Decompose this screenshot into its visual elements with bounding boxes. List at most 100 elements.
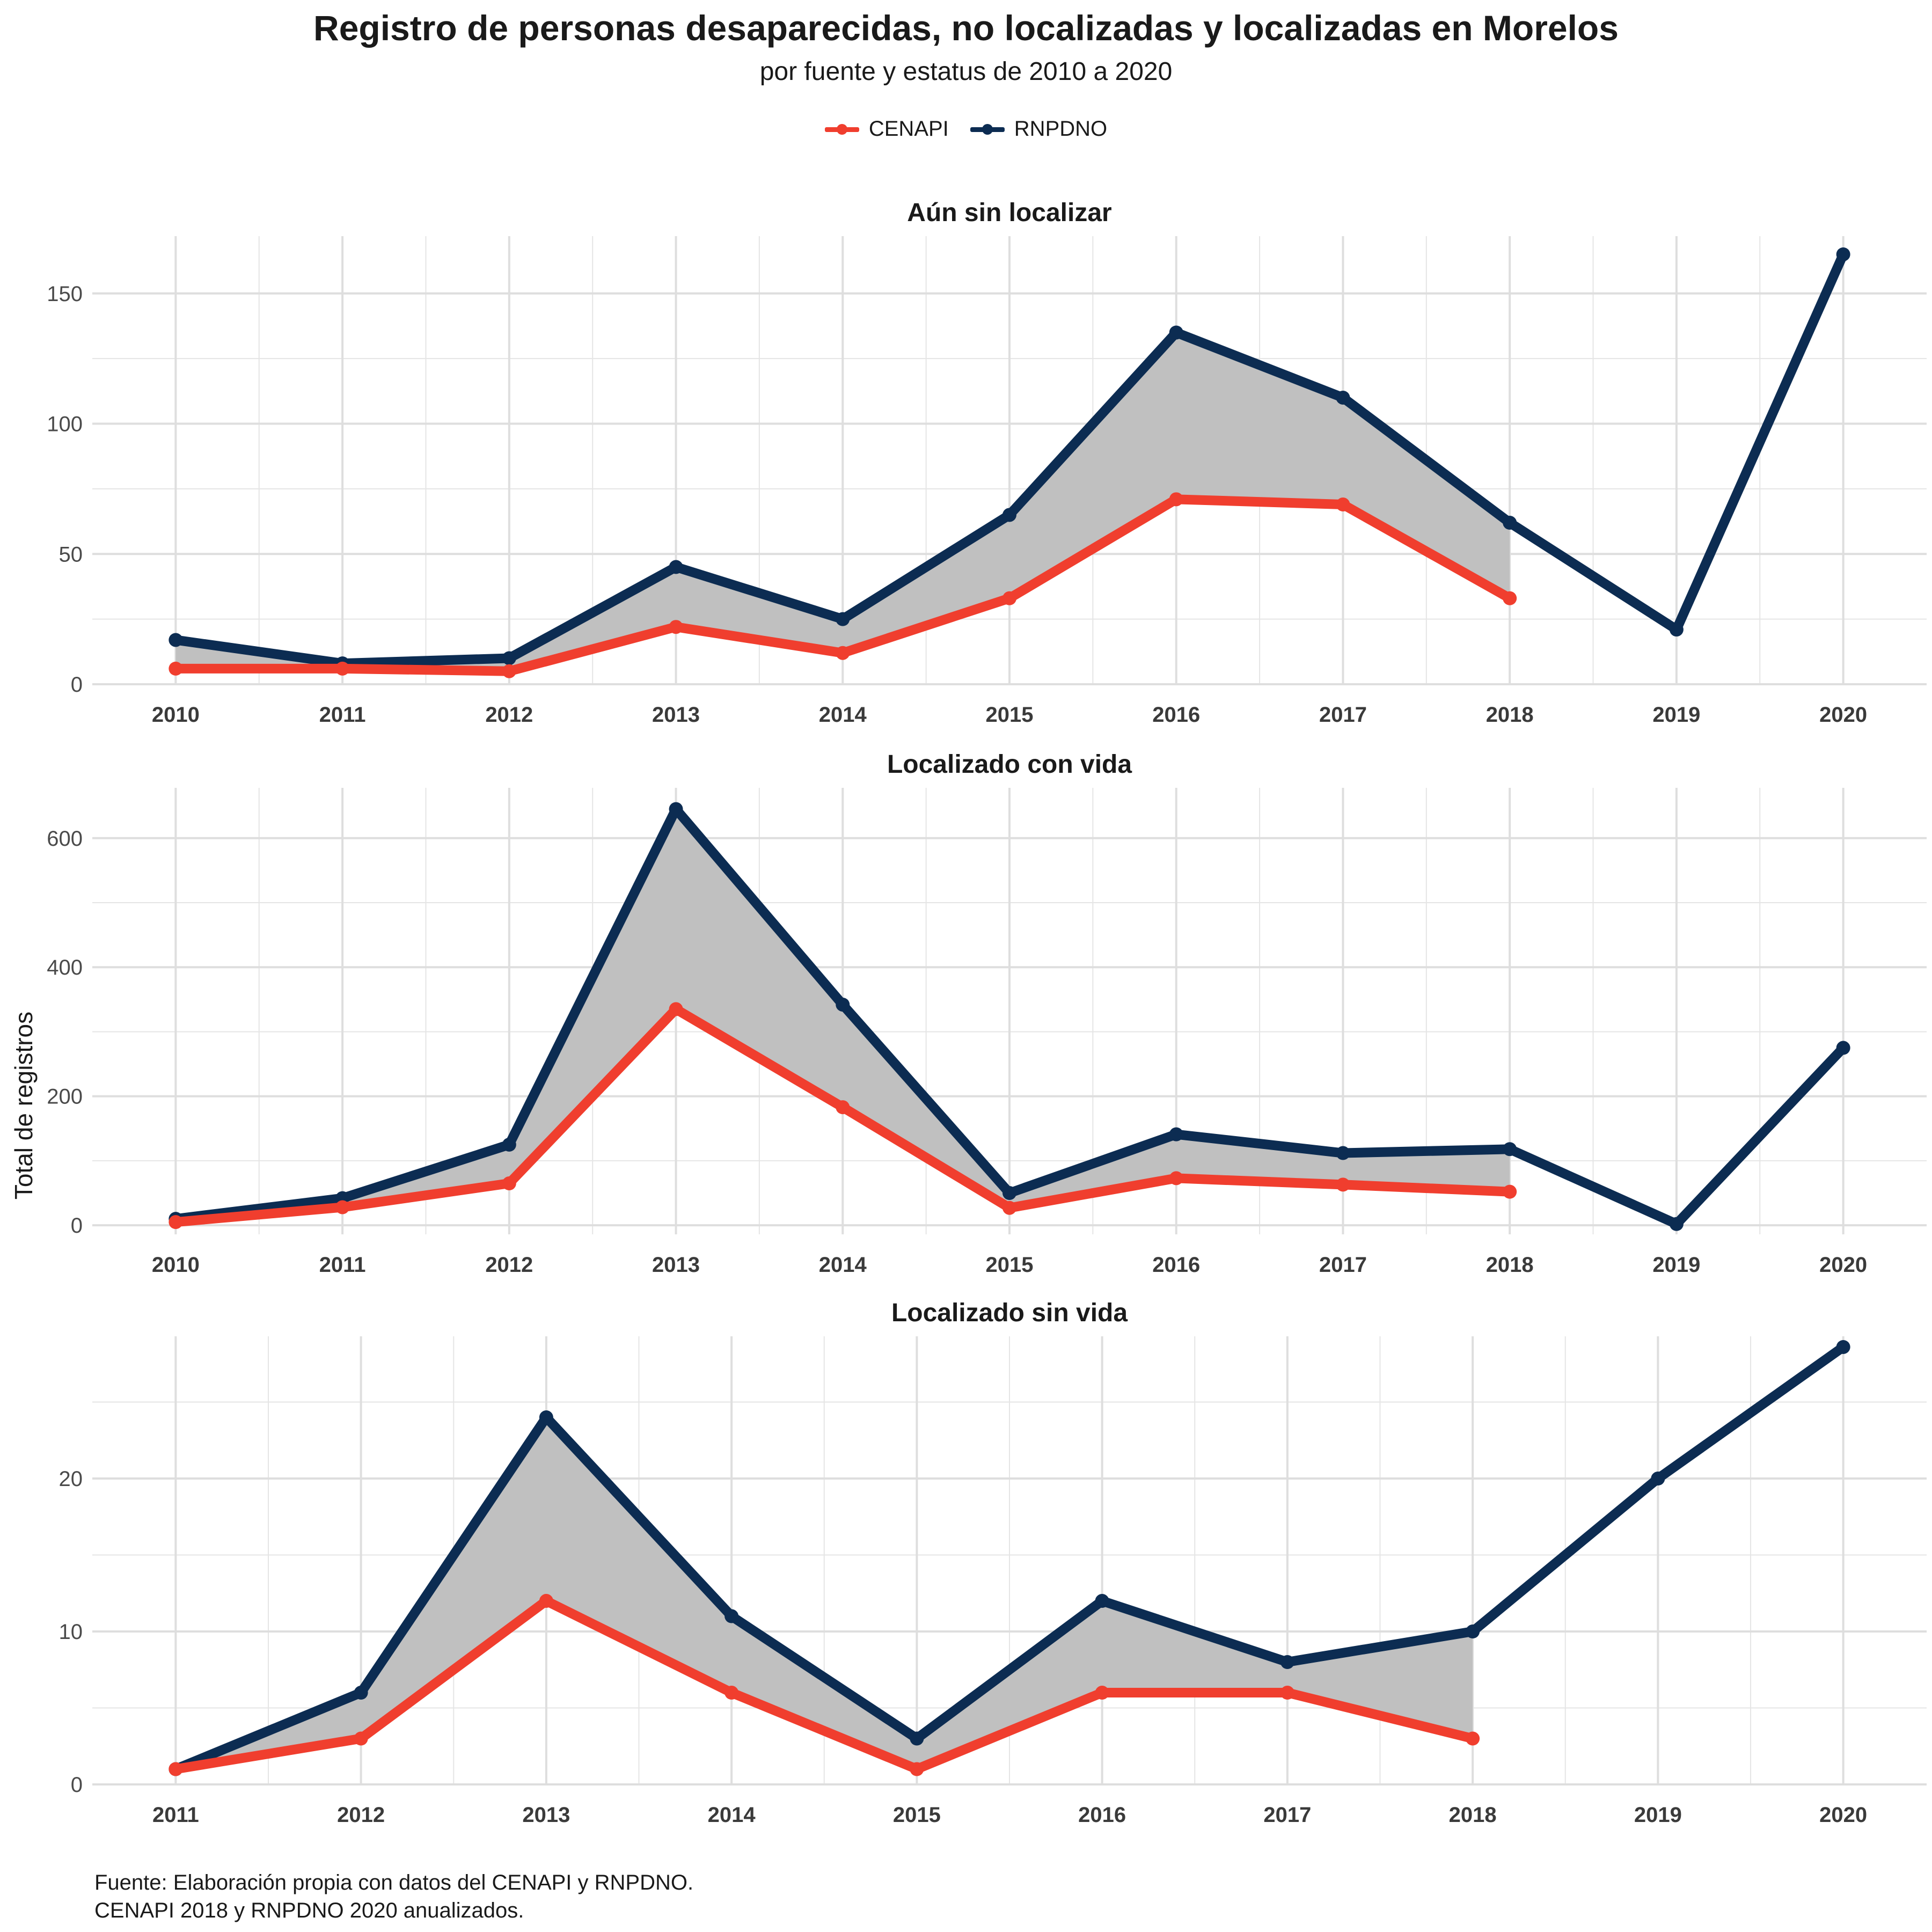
x-tick-label: 2019 (1652, 703, 1700, 727)
data-point-rnpdno (669, 802, 683, 816)
legend-label-rnpdno: RNPDNO (1014, 117, 1108, 141)
data-point-rnpdno (1466, 1624, 1480, 1639)
x-tick-label: 2015 (986, 1253, 1034, 1277)
x-tick-label: 2016 (1152, 703, 1200, 727)
data-point-cenapi (669, 1002, 683, 1016)
data-point-rnpdno (1002, 508, 1016, 522)
data-point-cenapi (836, 1100, 850, 1115)
data-point-cenapi (335, 1200, 350, 1214)
data-point-rnpdno (1669, 1217, 1684, 1231)
x-tick-label: 2018 (1486, 703, 1534, 727)
data-point-rnpdno (1503, 1142, 1517, 1157)
data-point-rnpdno (1336, 390, 1350, 405)
data-point-rnpdno (1169, 325, 1183, 340)
x-tick-label: 2018 (1486, 1253, 1534, 1277)
y-tick-label: 200 (47, 1085, 83, 1109)
y-tick-label: 50 (59, 543, 83, 566)
chart-title: Registro de personas desaparecidas, no l… (313, 8, 1619, 48)
data-point-rnpdno (1836, 247, 1850, 261)
series-line-rnpdno (171, 1342, 1848, 1774)
y-tick-label: 10 (59, 1620, 83, 1644)
data-point-cenapi (1466, 1731, 1480, 1746)
data-point-rnpdno (1836, 1340, 1850, 1354)
x-tick-label: 2017 (1319, 703, 1367, 727)
panel-title: Localizado sin vida (891, 1299, 1128, 1327)
ribbon-area (175, 332, 1510, 671)
x-tick-label: 2020 (1819, 1803, 1867, 1827)
y-tick-label: 0 (71, 673, 83, 697)
data-point-cenapi (669, 620, 683, 634)
x-tick-label: 2010 (152, 703, 200, 727)
data-point-rnpdno (1651, 1472, 1665, 1486)
panel-title: Localizado con vida (887, 750, 1132, 779)
data-point-cenapi (169, 1762, 183, 1776)
ribbon-area (175, 1417, 1473, 1769)
x-tick-label: 2016 (1078, 1803, 1126, 1827)
data-point-cenapi (169, 661, 183, 676)
data-point-rnpdno (724, 1609, 739, 1623)
data-point-cenapi (1002, 591, 1016, 605)
panel-2: Localizado con vida 2010 2011 2012 2013 2014 2… (47, 750, 1927, 1277)
data-point-rnpdno (1002, 1186, 1016, 1201)
data-point-cenapi (354, 1731, 368, 1746)
data-point-rnpdno (502, 1137, 516, 1152)
data-point-rnpdno (1836, 1041, 1850, 1055)
x-tick-label: 2011 (152, 1803, 199, 1827)
x-tick-label: 2011 (319, 1253, 366, 1277)
y-tick-label: 20 (59, 1467, 83, 1491)
y-tick-label: 150 (47, 282, 83, 306)
y-tick-label: 0 (71, 1214, 83, 1238)
data-point-cenapi (539, 1594, 553, 1608)
data-point-rnpdno (169, 633, 183, 647)
caption-line-2: CENAPI 2018 y RNPDNO 2020 anualizados. (94, 1899, 524, 1922)
data-point-cenapi (910, 1762, 924, 1776)
caption: Fuente: Elaboración propia con datos del… (94, 1869, 693, 1924)
x-tick-label: 2019 (1634, 1803, 1682, 1827)
x-tick-label: 2014 (708, 1803, 756, 1827)
data-point-cenapi (1002, 1201, 1016, 1215)
y-tick-label: 0 (71, 1773, 83, 1797)
data-point-cenapi (502, 664, 516, 678)
x-tick-label: 2014 (819, 1253, 867, 1277)
data-point-rnpdno (1503, 516, 1517, 530)
data-point-cenapi (1336, 1177, 1350, 1192)
data-point-rnpdno (669, 560, 683, 574)
data-point-cenapi (1095, 1686, 1109, 1700)
data-point-cenapi (1336, 497, 1350, 512)
data-point-rnpdno (1095, 1594, 1109, 1608)
legend-item-rnpdno: RNPDNO (970, 117, 1107, 141)
ribbon-area (175, 809, 1510, 1223)
panel-3: Localizado sin vida 2011 2012 2013 2014 2015 2… (59, 1299, 1927, 1827)
data-point-cenapi (724, 1686, 739, 1700)
x-tick-label: 2020 (1819, 703, 1867, 727)
x-tick-label: 2015 (893, 1803, 941, 1827)
x-tick-label: 2011 (319, 703, 366, 727)
y-tick-label: 100 (47, 413, 83, 436)
series-line-cenapi (171, 1596, 1478, 1774)
data-point-rnpdno (910, 1731, 924, 1746)
data-point-cenapi (502, 1176, 516, 1191)
x-tick-label: 2013 (652, 703, 700, 727)
data-point-rnpdno (1336, 1146, 1350, 1160)
data-point-cenapi (169, 1215, 183, 1230)
data-point-rnpdno (354, 1686, 368, 1700)
chart-subtitle: por fuente y estatus de 2010 a 2020 (759, 57, 1173, 86)
x-tick-label: 2012 (337, 1803, 385, 1827)
legend-label-cenapi: CENAPI (868, 117, 949, 141)
legend: CENAPI RNPDNO (0, 117, 1932, 141)
x-tick-label: 2019 (1652, 1253, 1700, 1277)
x-tick-label: 2013 (522, 1803, 570, 1827)
caption-line-1: Fuente: Elaboración propia con datos del… (94, 1871, 694, 1894)
data-point-rnpdno (502, 651, 516, 665)
y-tick-label: 600 (47, 827, 83, 851)
data-point-rnpdno (1169, 1127, 1183, 1141)
x-tick-label: 2020 (1819, 1253, 1867, 1277)
data-point-cenapi (836, 646, 850, 660)
data-point-cenapi (1503, 1184, 1517, 1199)
legend-key-rnpdno (970, 123, 1005, 135)
x-tick-label: 2014 (819, 703, 867, 727)
data-point-cenapi (335, 661, 350, 676)
data-point-cenapi (1169, 1171, 1183, 1185)
